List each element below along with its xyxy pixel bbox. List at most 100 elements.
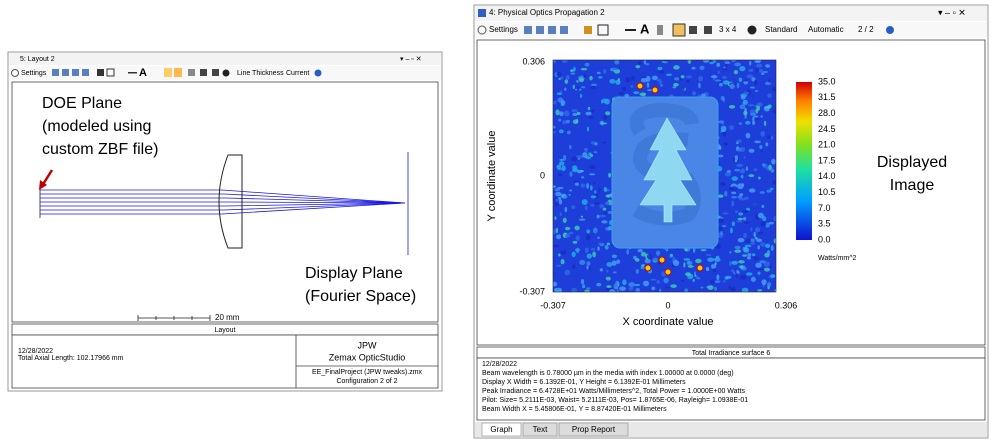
text-tool[interactable]: A bbox=[640, 21, 650, 36]
settings-button[interactable]: Settings bbox=[489, 25, 518, 34]
lens bbox=[218, 154, 243, 249]
speckle bbox=[586, 265, 589, 270]
speckle bbox=[736, 163, 744, 168]
speckle bbox=[773, 216, 776, 222]
report-line: Beam Width X = 5.45806E-01, Y = 8.87420E… bbox=[482, 406, 667, 413]
speckle bbox=[586, 287, 591, 290]
tab-label[interactable]: Prop Report bbox=[572, 425, 616, 434]
annotation: DOE Plane bbox=[42, 95, 122, 112]
speckle bbox=[603, 211, 608, 215]
speckle bbox=[612, 271, 617, 274]
speckle bbox=[604, 244, 609, 250]
speckle bbox=[579, 259, 586, 266]
speckle bbox=[722, 60, 730, 62]
speckle bbox=[750, 112, 757, 116]
speckle bbox=[694, 274, 697, 277]
window-controls[interactable]: ▾ – ▫ ✕ bbox=[938, 7, 966, 17]
tab[interactable] bbox=[558, 422, 629, 437]
speckle bbox=[769, 187, 774, 191]
report-line: Beam wavelength is 0.78000 µm in the med… bbox=[482, 370, 734, 377]
speckle bbox=[597, 236, 600, 240]
speckle bbox=[578, 218, 586, 221]
speckle bbox=[710, 279, 715, 284]
speckle bbox=[582, 284, 586, 289]
automatic-menu[interactable]: Automatic bbox=[808, 25, 844, 34]
report-line: 12/28/2022 bbox=[482, 361, 517, 368]
speckle bbox=[672, 86, 677, 89]
speckle bbox=[603, 114, 608, 120]
toolbar-icons[interactable] bbox=[524, 23, 757, 37]
current-menu[interactable]: Current bbox=[286, 70, 309, 77]
speckle bbox=[673, 77, 681, 81]
speckle bbox=[568, 231, 574, 235]
settings-icon[interactable] bbox=[11, 69, 19, 77]
speckle bbox=[671, 264, 675, 268]
speckle bbox=[646, 253, 652, 260]
line-thickness-menu[interactable]: Line Thickness bbox=[237, 70, 284, 77]
speckle bbox=[553, 60, 556, 63]
speckle bbox=[739, 193, 744, 197]
speckle bbox=[600, 122, 607, 125]
help-icon[interactable] bbox=[886, 26, 894, 34]
speckle bbox=[761, 72, 765, 76]
settings-button[interactable]: Settings bbox=[21, 70, 47, 77]
standard-menu[interactable]: Standard bbox=[765, 25, 797, 34]
speckle bbox=[590, 203, 595, 207]
speckle bbox=[750, 227, 753, 232]
tab[interactable] bbox=[522, 422, 558, 437]
speckle bbox=[553, 185, 556, 188]
speckle bbox=[571, 156, 578, 162]
speckle bbox=[628, 282, 636, 288]
speckle bbox=[773, 238, 776, 244]
scale-bar bbox=[137, 315, 211, 321]
speckle bbox=[659, 80, 662, 85]
speckle bbox=[564, 79, 569, 84]
speckle bbox=[571, 108, 578, 113]
speckle bbox=[748, 174, 755, 178]
speckle bbox=[765, 142, 769, 147]
help-icon[interactable] bbox=[314, 69, 322, 77]
speckle bbox=[742, 217, 747, 221]
speckle bbox=[584, 62, 590, 67]
speckle bbox=[593, 181, 596, 184]
speckle bbox=[758, 176, 761, 180]
speckle bbox=[744, 79, 747, 82]
speckle bbox=[576, 111, 581, 116]
grid-menu[interactable]: 3 x 4 bbox=[719, 25, 737, 34]
toolbar-icons[interactable] bbox=[52, 68, 230, 77]
speckle bbox=[755, 60, 762, 63]
speckle bbox=[565, 233, 571, 238]
speckle bbox=[700, 249, 707, 252]
tab-label[interactable]: Text bbox=[533, 425, 548, 434]
hot-spot bbox=[658, 256, 666, 264]
speckle bbox=[571, 251, 576, 258]
speckle bbox=[564, 269, 571, 276]
speckle bbox=[762, 70, 769, 74]
speckle bbox=[558, 129, 564, 134]
speckle bbox=[569, 189, 573, 192]
colorbar-label: 24.5 bbox=[818, 124, 836, 134]
window-controls[interactable]: ▾ – ▫ ✕ bbox=[400, 56, 422, 63]
page-menu[interactable]: 2 / 2 bbox=[858, 25, 874, 34]
speckle bbox=[640, 266, 645, 270]
speckle bbox=[698, 82, 701, 89]
speckle bbox=[731, 176, 739, 181]
speckle bbox=[663, 277, 669, 284]
speckle bbox=[559, 212, 562, 217]
tab-label[interactable]: Graph bbox=[490, 425, 512, 434]
speckle bbox=[754, 236, 758, 240]
speckle bbox=[559, 161, 565, 166]
speckle bbox=[745, 272, 753, 276]
annotation: (modeled using bbox=[42, 118, 151, 135]
speckle bbox=[554, 188, 561, 192]
colorbar-label: 7.0 bbox=[818, 203, 831, 213]
tab[interactable] bbox=[481, 422, 522, 437]
speckle bbox=[753, 231, 757, 238]
speckle bbox=[585, 111, 592, 116]
text-tool[interactable]: A bbox=[139, 67, 147, 79]
speckle bbox=[684, 288, 689, 292]
speckle bbox=[560, 193, 565, 198]
hot-spot bbox=[644, 264, 652, 272]
speckle bbox=[555, 287, 563, 292]
settings-icon[interactable] bbox=[477, 25, 487, 35]
